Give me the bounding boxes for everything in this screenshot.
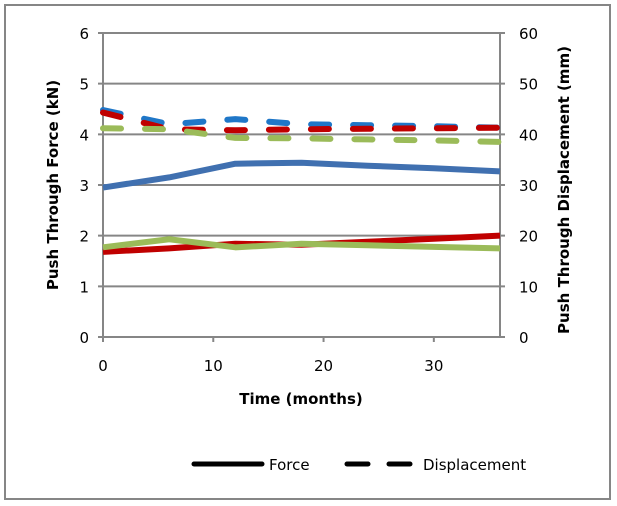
y-tick-label: 6 bbox=[79, 25, 89, 43]
y2-tick-label: 10 bbox=[519, 278, 538, 296]
right-y-tick-labels: 0 10 20 30 40 50 60 bbox=[519, 25, 538, 347]
y2-tick-label: 20 bbox=[519, 228, 538, 246]
series-force-green bbox=[102, 236, 501, 252]
legend: Force Displacement bbox=[191, 456, 526, 474]
y2-tick-label: 40 bbox=[519, 126, 538, 144]
y2-tick-label: 30 bbox=[519, 177, 538, 195]
x-tick-label: 0 bbox=[98, 357, 108, 375]
x-axis-title: Time (months) bbox=[239, 390, 363, 408]
x-tick-label: 10 bbox=[204, 357, 223, 375]
x-tick-label: 30 bbox=[424, 357, 443, 375]
series-force-blue bbox=[102, 159, 501, 191]
gridlines bbox=[98, 32, 505, 338]
y-tick-label: 2 bbox=[79, 228, 89, 246]
y-tick-label: 4 bbox=[79, 126, 89, 144]
x-tick-labels: 0 10 20 30 bbox=[98, 357, 443, 375]
x-tick-label: 20 bbox=[314, 357, 333, 375]
y-tick-label: 5 bbox=[79, 76, 89, 94]
left-y-axis-title: Push Through Force (kN) bbox=[44, 80, 62, 290]
y2-tick-label: 50 bbox=[519, 76, 538, 94]
y2-tick-label: 0 bbox=[519, 329, 529, 347]
legend-force-label: Force bbox=[269, 456, 310, 474]
axes bbox=[102, 33, 501, 342]
legend-displacement-label: Displacement bbox=[423, 456, 526, 474]
y2-tick-label: 60 bbox=[519, 25, 538, 43]
series-lines bbox=[100, 107, 503, 255]
y-tick-label: 3 bbox=[79, 177, 89, 195]
left-y-tick-labels: 0 1 2 3 4 5 6 bbox=[79, 25, 89, 347]
y-tick-label: 0 bbox=[79, 329, 89, 347]
right-y-axis-title: Push Through Displacement (mm) bbox=[555, 46, 573, 334]
y-tick-label: 1 bbox=[79, 278, 89, 296]
